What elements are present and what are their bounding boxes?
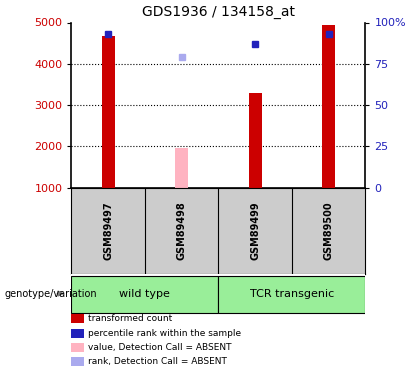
Bar xyxy=(71,276,218,313)
Text: TCR transgenic: TCR transgenic xyxy=(250,288,334,298)
Bar xyxy=(322,25,335,188)
Bar xyxy=(102,36,115,188)
Bar xyxy=(249,93,262,188)
Text: rank, Detection Call = ABSENT: rank, Detection Call = ABSENT xyxy=(88,357,227,366)
Text: transformed count: transformed count xyxy=(88,314,173,323)
Text: GSM89498: GSM89498 xyxy=(177,201,186,260)
Text: wild type: wild type xyxy=(119,288,171,298)
Text: genotype/variation: genotype/variation xyxy=(4,288,97,298)
Text: value, Detection Call = ABSENT: value, Detection Call = ABSENT xyxy=(88,343,232,352)
Bar xyxy=(218,276,365,313)
Text: GSM89500: GSM89500 xyxy=(324,201,333,260)
Bar xyxy=(175,148,188,188)
Text: GSM89499: GSM89499 xyxy=(250,201,260,260)
Title: GDS1936 / 134158_at: GDS1936 / 134158_at xyxy=(142,5,295,19)
Text: percentile rank within the sample: percentile rank within the sample xyxy=(88,328,242,338)
Text: GSM89497: GSM89497 xyxy=(103,201,113,260)
